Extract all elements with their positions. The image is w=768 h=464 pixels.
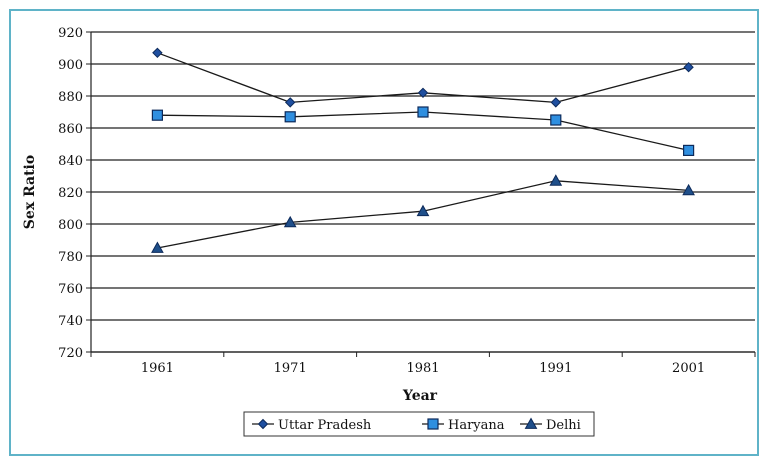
y-tick-label: 740 bbox=[58, 314, 83, 329]
gridlines bbox=[91, 31, 755, 353]
legend-label-haryana: Haryana bbox=[448, 418, 505, 433]
y-tick-label: 820 bbox=[58, 186, 83, 201]
haryana-point bbox=[550, 114, 562, 126]
haryana-point bbox=[151, 109, 163, 121]
y-tick-label: 720 bbox=[58, 346, 83, 361]
y-tick-label: 780 bbox=[58, 250, 83, 265]
haryana-point bbox=[284, 111, 296, 123]
legend-marker-delhi bbox=[524, 417, 538, 429]
x-axis-title: Year bbox=[402, 388, 438, 404]
delhi-point bbox=[682, 183, 695, 196]
y-tick-label: 840 bbox=[58, 154, 83, 169]
haryana-point bbox=[417, 106, 429, 118]
uttar-pradesh-point bbox=[683, 61, 694, 73]
y-tick-label: 880 bbox=[58, 90, 83, 105]
x-tick-label: 1991 bbox=[539, 361, 572, 376]
series-markers bbox=[151, 47, 695, 253]
y-tick-label: 760 bbox=[58, 282, 83, 297]
x-tick-label: 2001 bbox=[672, 361, 705, 376]
uttar-pradesh-point bbox=[550, 97, 562, 108]
y-tick-label: 900 bbox=[58, 58, 83, 73]
y-axis-title: Sex Ratio bbox=[22, 155, 38, 229]
legend-marker-haryana bbox=[427, 418, 439, 430]
uttar-pradesh-point bbox=[152, 47, 163, 59]
axes bbox=[86, 31, 756, 357]
legend-label-uttar-pradesh: Uttar Pradesh bbox=[278, 418, 372, 433]
x-tick-label: 1971 bbox=[274, 361, 307, 376]
x-tick-labels: 1961 1971 1981 1991 2001 bbox=[141, 361, 705, 376]
chart-frame bbox=[9, 9, 759, 456]
x-tick-label: 1981 bbox=[406, 361, 439, 376]
haryana-line bbox=[157, 111, 689, 152]
series-lines bbox=[157, 52, 689, 249]
delhi-point bbox=[549, 174, 563, 186]
delhi-point bbox=[283, 215, 297, 228]
legend-marker-uttar-pradesh bbox=[257, 418, 269, 430]
y-tick-label: 920 bbox=[58, 26, 83, 41]
y-tick-labels: 720 740 760 780 800 820 840 860 880 900 920 bbox=[58, 26, 83, 361]
legend: Uttar Pradesh Haryana Delhi bbox=[243, 411, 595, 437]
haryana-point bbox=[682, 144, 695, 156]
uttar-pradesh-point bbox=[284, 97, 296, 108]
x-tick-label: 1961 bbox=[141, 361, 174, 376]
y-tick-label: 860 bbox=[58, 122, 83, 137]
y-tick-label: 800 bbox=[58, 218, 83, 233]
legend-label-delhi: Delhi bbox=[546, 418, 581, 433]
uttar-pradesh-point bbox=[417, 87, 429, 99]
delhi-point bbox=[151, 241, 164, 253]
delhi-point bbox=[416, 204, 430, 217]
